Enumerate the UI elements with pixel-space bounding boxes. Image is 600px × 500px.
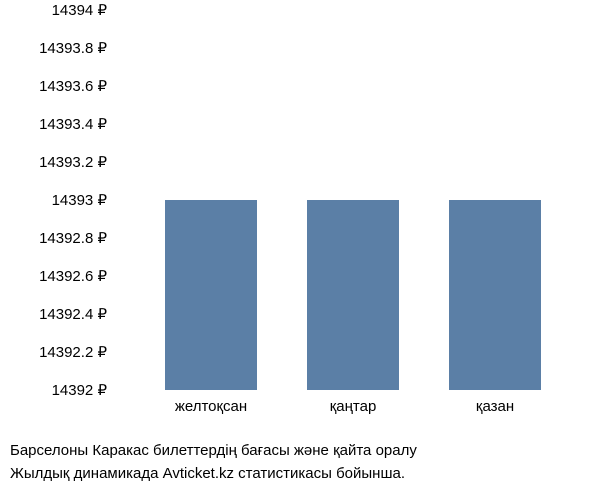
bar xyxy=(449,200,541,390)
bar xyxy=(165,200,257,390)
x-tick-label: қазан xyxy=(476,398,514,415)
x-axis: желтоқсан қаңтар қазан xyxy=(115,398,585,428)
y-tick-label: 14392.4 ₽ xyxy=(39,305,107,323)
y-tick-label: 14392.8 ₽ xyxy=(39,229,107,247)
caption-line-2: Жылдық динамикада Avticket.kz статистика… xyxy=(10,463,417,486)
y-tick-label: 14393.8 ₽ xyxy=(39,39,107,57)
y-tick-label: 14393.2 ₽ xyxy=(39,153,107,171)
bar xyxy=(307,200,399,390)
y-tick-label: 14393.6 ₽ xyxy=(39,77,107,95)
y-tick-label: 14394 ₽ xyxy=(52,1,107,19)
y-tick-label: 14392 ₽ xyxy=(52,381,107,399)
x-tick-label: желтоқсан xyxy=(175,398,247,415)
y-axis: 14394 ₽14393.8 ₽14393.6 ₽14393.4 ₽14393.… xyxy=(0,10,115,390)
y-tick-label: 14392.2 ₽ xyxy=(39,343,107,361)
y-tick-label: 14392.6 ₽ xyxy=(39,267,107,285)
caption-line-1: Барселоны Каракас билеттердің бағасы жән… xyxy=(10,440,417,463)
chart-caption: Барселоны Каракас билеттердің бағасы жән… xyxy=(10,440,417,485)
bar-chart: 14394 ₽14393.8 ₽14393.6 ₽14393.4 ₽14393.… xyxy=(0,10,600,430)
plot-area xyxy=(115,10,585,390)
y-tick-label: 14393.4 ₽ xyxy=(39,115,107,133)
x-tick-label: қаңтар xyxy=(330,398,377,415)
y-tick-label: 14393 ₽ xyxy=(52,191,107,209)
